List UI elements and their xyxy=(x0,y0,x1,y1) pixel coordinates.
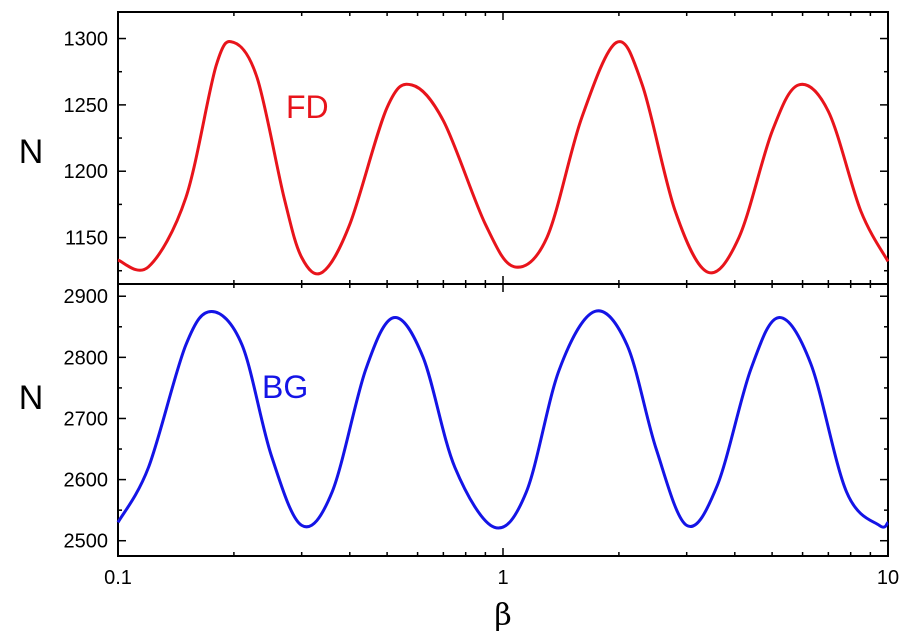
y-tick-label: 2600 xyxy=(64,470,109,492)
bottom-panel: 2500 2600 2700 2800 2900 0.1 1 10 xyxy=(64,283,899,589)
y-tick-label: 2900 xyxy=(64,286,109,308)
y-tick-label: 2700 xyxy=(64,408,109,430)
y-axis-title-top: N xyxy=(19,133,44,171)
x-tick-label: 1 xyxy=(497,567,508,589)
top-panel: 1150 1200 1250 1300 xyxy=(64,11,890,285)
y-tick-label: 1150 xyxy=(65,228,108,250)
fd-series-line xyxy=(117,39,890,276)
y-tick-label: 1250 xyxy=(64,95,109,117)
x-axis-title: β xyxy=(494,598,511,633)
bg-series-label: BG xyxy=(262,369,308,405)
fd-series-label: FD xyxy=(286,89,329,125)
y-axis-title-bottom: N xyxy=(19,379,44,417)
y-tick-label: 2500 xyxy=(64,531,109,553)
x-tick-label: 0.1 xyxy=(104,567,132,589)
x-tick-label: 10 xyxy=(877,567,899,589)
plot-frame xyxy=(117,283,889,557)
bg-series-line xyxy=(116,309,890,530)
y-tick-label: 1300 xyxy=(64,29,109,51)
y-tick-label: 2800 xyxy=(64,347,109,369)
plot-frame xyxy=(117,11,889,285)
y-tick-label: 1200 xyxy=(64,161,109,183)
